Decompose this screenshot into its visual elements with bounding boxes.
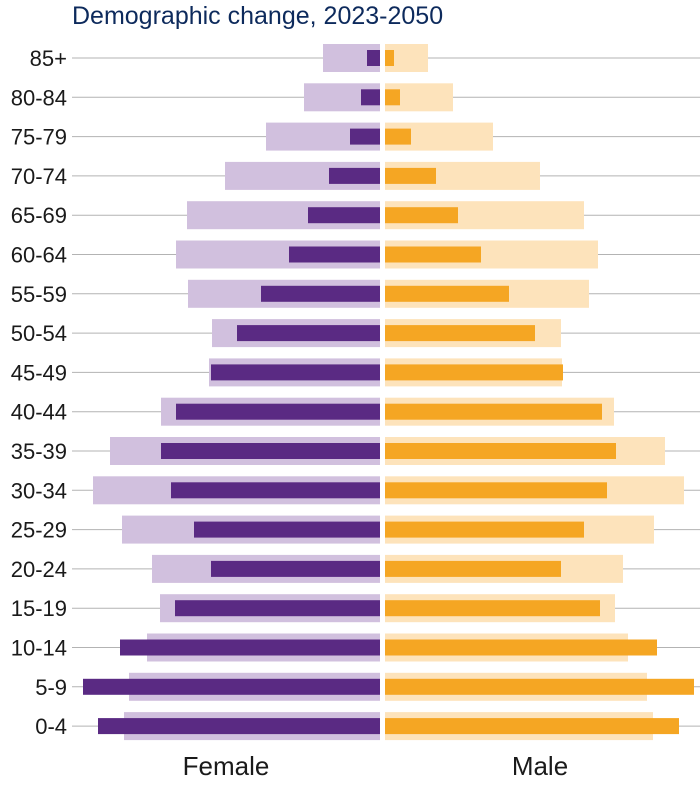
male-side-label: Male [512,751,568,781]
female-dark-bar [350,128,380,145]
female-dark-bar [176,403,380,420]
male-dark-bar [385,600,600,617]
age-tick-label: 35-39 [11,439,67,464]
age-tick-label: 30-34 [11,478,67,503]
bars [83,44,694,741]
male-dark-bar [385,246,481,263]
age-tick-label: 65-69 [11,203,67,228]
female-dark-bar [171,482,380,499]
female-dark-bar [211,364,380,381]
age-tick-label: 15-19 [11,596,67,621]
male-dark-bar [385,678,694,695]
age-tick-label: 40-44 [11,400,67,425]
center-divider [380,38,385,742]
age-tick-label: 55-59 [11,282,67,307]
female-dark-bar [361,89,380,106]
male-dark-bar [385,403,602,420]
male-dark-bar [385,639,657,656]
age-tick-label: 50-54 [11,321,67,346]
male-dark-bar [385,482,607,499]
age-tick-label: 70-74 [11,164,67,189]
male-dark-bar [385,50,394,66]
age-tick-labels: 85+ 80-84 75-79 70-74 65-69 60-64 55-59 50-54 45… [11,46,67,739]
male-dark-bar [385,560,561,577]
male-dark-bar [385,128,411,145]
female-dark-bar [161,443,380,459]
male-dark-bar [385,167,436,184]
age-tick-label: 85+ [30,46,67,71]
male-dark-bar [385,521,584,538]
female-dark-bar [194,521,380,538]
male-dark-bar [385,325,535,342]
female-dark-bar [308,207,380,224]
gridlines [72,57,700,727]
female-dark-bar [329,167,380,184]
female-dark-bar [120,639,380,656]
age-tick-label: 25-29 [11,518,67,543]
male-dark-bar [385,89,400,106]
female-dark-bar [261,285,380,302]
female-dark-bar [98,718,380,735]
male-dark-bar [385,718,679,735]
male-dark-bar [385,364,563,381]
male-dark-bar [385,443,616,459]
female-dark-bar [211,560,380,577]
age-tick-label: 20-24 [11,557,67,582]
chart-title: Demographic change, 2023-2050 [72,2,443,30]
age-tick-label: 80-84 [11,85,67,110]
age-tick-label: 5-9 [35,675,67,700]
female-dark-bar [237,325,380,342]
age-tick-label: 10-14 [11,636,67,661]
age-tick-label: 45-49 [11,360,67,385]
age-tick-label: 0-4 [35,714,67,739]
female-side-label: Female [183,751,270,781]
age-tick-label: 60-64 [11,243,67,268]
female-dark-bar [175,600,380,617]
female-dark-bar [289,246,380,263]
female-dark-bar [367,50,380,66]
male-dark-bar [385,207,458,224]
age-tick-label: 75-79 [11,125,67,150]
male-dark-bar [385,285,509,302]
female-dark-bar [83,678,380,695]
